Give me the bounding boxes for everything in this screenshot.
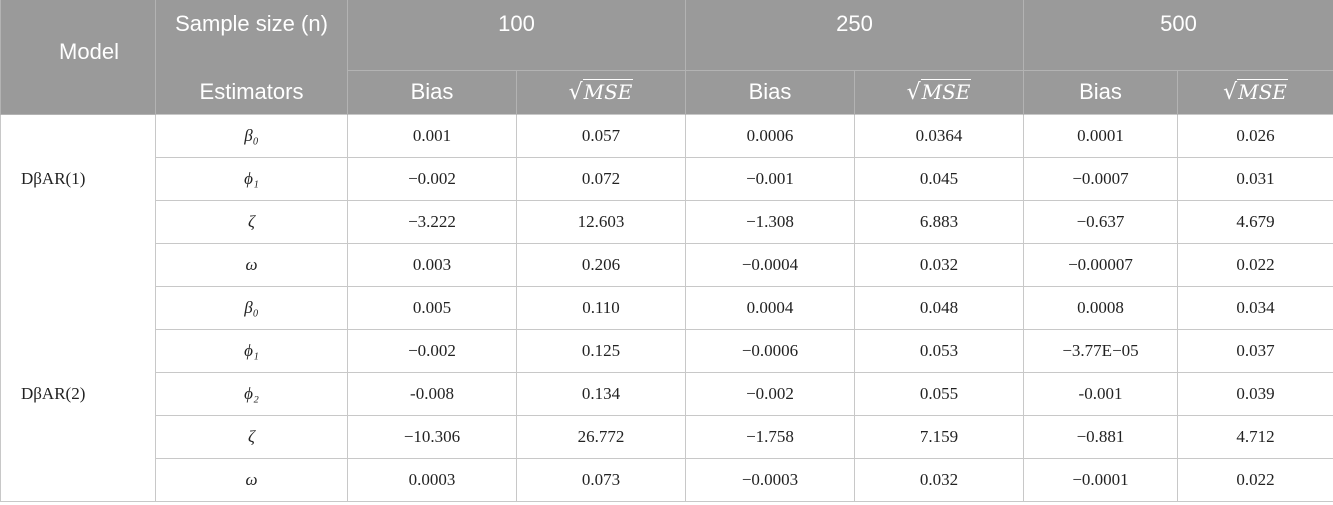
estimator-cell: ω — [155, 458, 348, 502]
rmse-value-cell: 0.073 — [516, 458, 686, 502]
estimators-header: Estimators — [155, 70, 348, 115]
bias-value-cell: 0.0001 — [1023, 114, 1178, 158]
bias-value-cell: −0.0001 — [1023, 458, 1178, 502]
estimator-cell: ω — [155, 243, 348, 287]
rmse-value-cell: 26.772 — [516, 415, 686, 459]
table-row: β₀ 0.005 0.110 0.0004 0.048 0.0008 0.034 — [0, 286, 1333, 330]
mse-label: MSE — [920, 78, 972, 104]
rmse-value-cell: 0.034 — [1177, 286, 1333, 330]
table-row: ζ −10.306 26.772 −1.758 7.159 −0.881 4.712 — [0, 415, 1333, 459]
bias-value-cell: −10.306 — [347, 415, 517, 459]
n100-header: 100 — [347, 0, 686, 71]
rmse-value-cell: 0.134 — [516, 372, 686, 416]
model-cell — [0, 329, 156, 373]
rmse-header-500: √MSE — [1177, 70, 1333, 115]
rmse-value-cell: 0.031 — [1177, 157, 1333, 201]
rmse-value-cell: 4.679 — [1177, 200, 1333, 244]
bias-value-cell: 0.0003 — [347, 458, 517, 502]
table-row: β₀ 0.001 0.057 0.0006 0.0364 0.0001 0.026 — [0, 114, 1333, 158]
rmse-header-250: √MSE — [854, 70, 1024, 115]
mse-label: MSE — [582, 78, 634, 104]
rmse-value-cell: 12.603 — [516, 200, 686, 244]
rmse-value-cell: 0.048 — [854, 286, 1024, 330]
bias-value-cell: −0.002 — [347, 329, 517, 373]
estimator-cell: ζ — [155, 200, 348, 244]
bias-header-100: Bias — [347, 70, 517, 115]
rmse-value-cell: 0.039 — [1177, 372, 1333, 416]
sample-size-header: Sample size (n) — [155, 0, 348, 71]
table-row: ζ −3.222 12.603 −1.308 6.883 −0.637 4.679 — [0, 200, 1333, 244]
bias-value-cell: 0.0004 — [685, 286, 855, 330]
bias-value-cell: −0.0004 — [685, 243, 855, 287]
model-cell — [0, 458, 156, 502]
model-cell — [0, 114, 156, 158]
bias-value-cell: −0.0007 — [1023, 157, 1178, 201]
bias-value-cell: 0.0006 — [685, 114, 855, 158]
bias-value-cell: 0.005 — [347, 286, 517, 330]
rmse-value-cell: 0.057 — [516, 114, 686, 158]
table-row: ϕ₁ −0.002 0.125 −0.0006 0.053 −3.77E−05 0.037 — [0, 329, 1333, 373]
rmse-value-cell: 0.206 — [516, 243, 686, 287]
model-cell — [0, 415, 156, 459]
rmse-value-cell: 0.037 — [1177, 329, 1333, 373]
bias-value-cell: −3.77E−05 — [1023, 329, 1178, 373]
model-cell — [0, 200, 156, 244]
rmse-value-cell: 0.022 — [1177, 243, 1333, 287]
bias-value-cell: −0.002 — [685, 372, 855, 416]
bias-value-cell: −1.758 — [685, 415, 855, 459]
rmse-value-cell: 4.712 — [1177, 415, 1333, 459]
table-body: β₀ 0.001 0.057 0.0006 0.0364 0.0001 0.026 DβAR(… — [0, 114, 1333, 502]
model-cell: DβAR(1) — [0, 157, 156, 201]
table-row: DβAR(1) ϕ₁ −0.002 0.072 −0.001 0.045 −0.0007 0.… — [0, 157, 1333, 201]
rmse-value-cell: 0.045 — [854, 157, 1024, 201]
bias-value-cell: −0.00007 — [1023, 243, 1178, 287]
rmse-value-cell: 0.0364 — [854, 114, 1024, 158]
rmse-value-cell: 0.026 — [1177, 114, 1333, 158]
estimator-cell: ϕ₁ — [155, 329, 348, 373]
rmse-value-cell: 0.072 — [516, 157, 686, 201]
rmse-value-cell: 0.032 — [854, 243, 1024, 287]
rmse-value-cell: 6.883 — [854, 200, 1024, 244]
rmse-value-cell: 0.125 — [516, 329, 686, 373]
estimator-cell: β₀ — [155, 286, 348, 330]
bias-value-cell: −0.637 — [1023, 200, 1178, 244]
bias-value-cell: 0.003 — [347, 243, 517, 287]
bias-value-cell: -0.001 — [1023, 372, 1178, 416]
bias-value-cell: 0.001 — [347, 114, 517, 158]
rmse-value-cell: 7.159 — [854, 415, 1024, 459]
table-row: ω 0.0003 0.073 −0.0003 0.032 −0.0001 0.022 — [0, 458, 1333, 502]
rmse-value-cell: 0.053 — [854, 329, 1024, 373]
model-cell — [0, 243, 156, 287]
model-cell — [0, 286, 156, 330]
bias-value-cell: −1.308 — [685, 200, 855, 244]
mse-label: MSE — [1237, 78, 1288, 104]
table-row: DβAR(2) ϕ₂ -0.008 0.134 −0.002 0.055 -0.001 0.0… — [0, 372, 1333, 416]
bias-value-cell: −0.002 — [347, 157, 517, 201]
estimator-cell: ζ — [155, 415, 348, 459]
n250-header: 250 — [685, 0, 1024, 71]
bias-value-cell: 0.0008 — [1023, 286, 1178, 330]
bias-value-cell: −0.881 — [1023, 415, 1178, 459]
rmse-value-cell: 0.055 — [854, 372, 1024, 416]
table-header: Model Sample size (n) 100 250 500 Estima… — [0, 0, 1333, 115]
bias-value-cell: −0.001 — [685, 157, 855, 201]
model-cell: DβAR(2) — [0, 372, 156, 416]
table-row: ω 0.003 0.206 −0.0004 0.032 −0.00007 0.022 — [0, 243, 1333, 287]
bias-value-cell: −0.0003 — [685, 458, 855, 502]
bias-value-cell: −0.0006 — [685, 329, 855, 373]
estimator-cell: β₀ — [155, 114, 348, 158]
rmse-header-100: √MSE — [516, 70, 686, 115]
model-column-header: Model — [0, 0, 156, 115]
estimator-cell: ϕ₁ — [155, 157, 348, 201]
rmse-value-cell: 0.032 — [854, 458, 1024, 502]
n500-header: 500 — [1023, 0, 1333, 71]
rmse-value-cell: 0.110 — [516, 286, 686, 330]
bias-value-cell: −3.222 — [347, 200, 517, 244]
bias-value-cell: -0.008 — [347, 372, 517, 416]
rmse-value-cell: 0.022 — [1177, 458, 1333, 502]
bias-header-250: Bias — [685, 70, 855, 115]
estimator-cell: ϕ₂ — [155, 372, 348, 416]
bias-header-500: Bias — [1023, 70, 1178, 115]
